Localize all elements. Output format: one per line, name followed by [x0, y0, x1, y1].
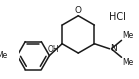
- Text: N: N: [111, 44, 117, 53]
- Text: Me: Me: [122, 58, 134, 67]
- Text: O: O: [75, 6, 82, 15]
- Text: HCl: HCl: [109, 12, 126, 22]
- Text: Me: Me: [0, 51, 8, 60]
- Text: OH: OH: [48, 45, 60, 54]
- Text: Me: Me: [122, 30, 134, 40]
